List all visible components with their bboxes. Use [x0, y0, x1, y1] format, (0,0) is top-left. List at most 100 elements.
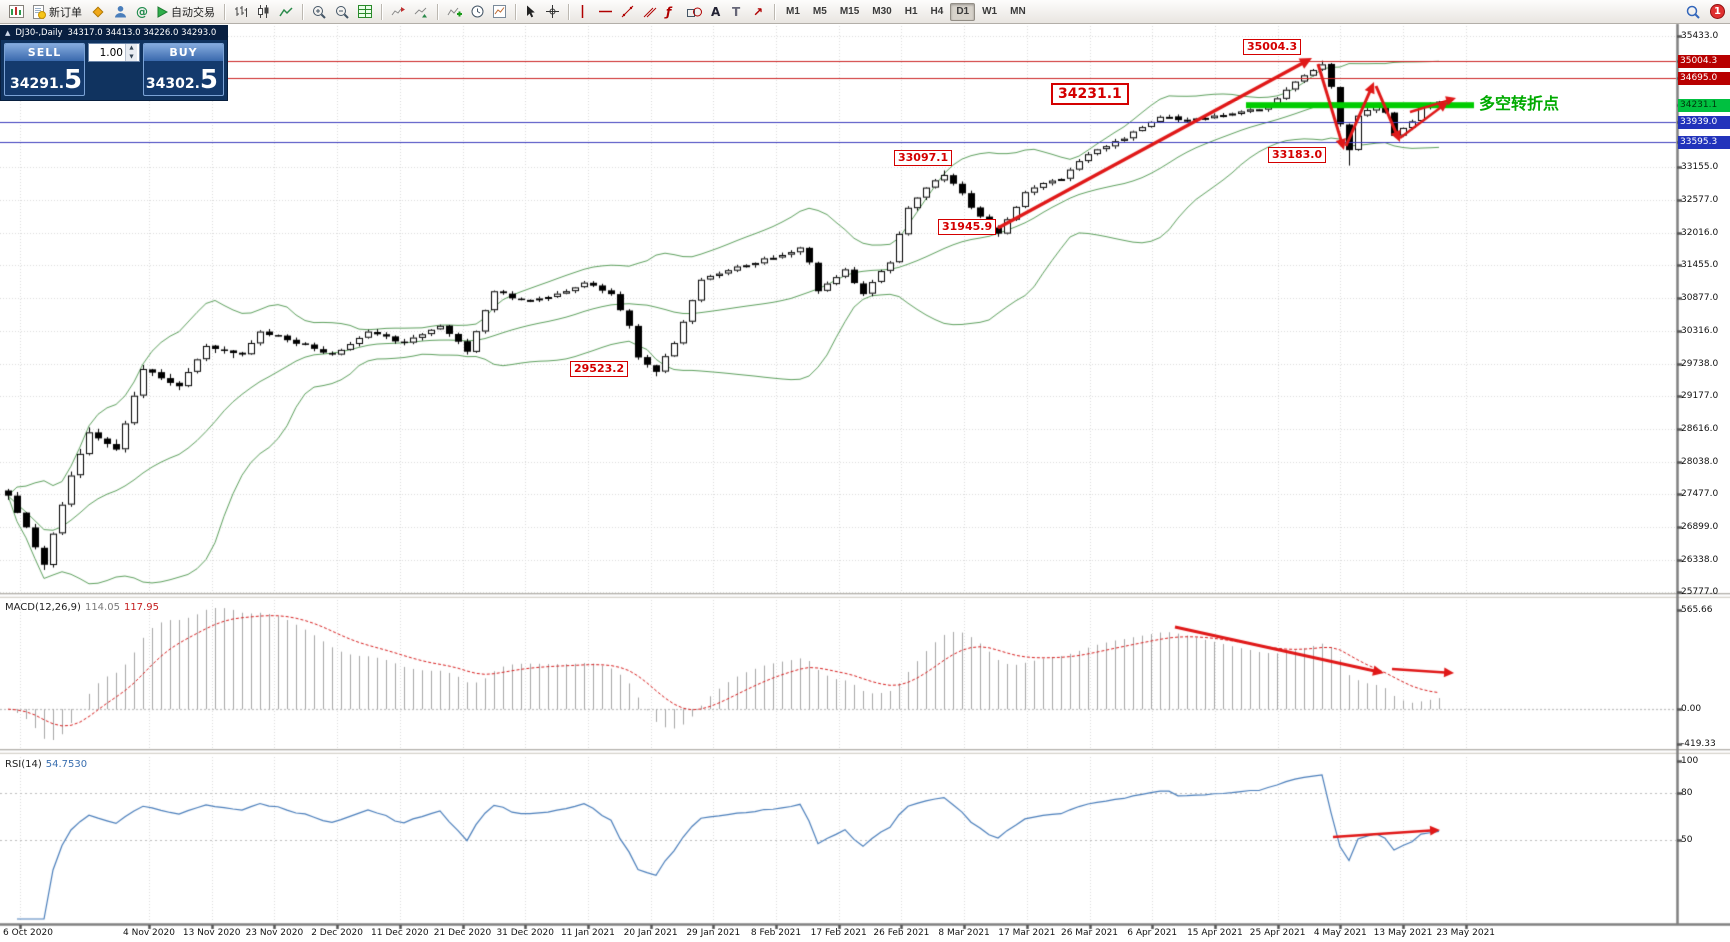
- price-axis-label: 33595.3: [1678, 135, 1730, 149]
- timeframe-toolbar: M1 M5 M15 M30 H1 H4 D1 W1 MN: [780, 2, 1032, 21]
- timeframe-button-m30[interactable]: M30: [866, 3, 897, 21]
- ohlc-readout: 34317.0 34413.0 34226.0 34293.0: [67, 28, 217, 38]
- time-axis-label: 26 Mar 2021: [1060, 928, 1119, 938]
- time-axis-label: 6 Oct 2020: [3, 928, 53, 938]
- buy-price: 34302. 5: [145, 65, 218, 95]
- lot-size-field[interactable]: ▲ ▼: [88, 43, 140, 62]
- text-button[interactable]: A: [711, 4, 721, 19]
- buy-button[interactable]: BUY 34302. 5: [143, 43, 224, 96]
- symbol-period-readout: DJ30-,Daily: [15, 28, 63, 38]
- price-axis-label: 28038.0: [1681, 456, 1719, 467]
- toolbar-separator: [437, 3, 438, 20]
- macd-main-value: 114.05: [84, 602, 120, 613]
- notification-badge[interactable]: 1: [1710, 4, 1725, 19]
- price-tag[interactable]: 34231.1: [1051, 83, 1129, 105]
- tile-windows-button[interactable]: [354, 2, 376, 22]
- vertical-line-button[interactable]: [574, 2, 594, 22]
- time-axis-label: 4 Nov 2020: [123, 928, 175, 938]
- channel-button[interactable]: [639, 2, 661, 22]
- zoom-out-button[interactable]: [331, 2, 353, 22]
- timeframe-button-m15[interactable]: M15: [834, 3, 865, 21]
- chart-title-bar[interactable]: ▲ DJ30-,Daily 34317.0 34413.0 34226.0 34…: [1, 26, 227, 40]
- price-tag[interactable]: 33183.0: [1268, 147, 1327, 163]
- auto-scroll-button[interactable]: [410, 2, 432, 22]
- time-axis-label: 4 May 2021: [1313, 928, 1367, 938]
- crosshair-button[interactable]: [542, 2, 563, 22]
- time-axis-label: 23 Nov 2020: [245, 928, 304, 938]
- price-axis-label: 28616.0: [1681, 423, 1719, 434]
- price-axis-label: 0.00: [1681, 704, 1702, 715]
- price-axis-label: -419.33: [1681, 739, 1716, 749]
- mql-diamond-icon[interactable]: [87, 2, 109, 22]
- chart-window-icon[interactable]: [5, 2, 28, 22]
- search-icon[interactable]: [1682, 2, 1704, 22]
- timeframe-button-mn[interactable]: MN: [1004, 3, 1032, 21]
- timeframe-button-m1[interactable]: M1: [780, 3, 806, 21]
- one-click-trading-panel: ▲ DJ30-,Daily 34317.0 34413.0 34226.0 34…: [0, 25, 228, 101]
- macd-signal-value: 117.95: [123, 602, 159, 613]
- new-order-label: 新订单: [49, 6, 82, 19]
- profile-icon[interactable]: [110, 2, 131, 22]
- time-axis-label: 23 May 2021: [1436, 928, 1496, 938]
- time-axis[interactable]: 6 Oct 2020 4 Nov 2020 13 Nov 2020 23 Nov 20…: [0, 926, 1730, 942]
- time-axis-label: 17 Mar 2021: [998, 928, 1056, 938]
- macd-name: MACD(12,26,9): [5, 602, 81, 613]
- toolbar-separator: [302, 3, 303, 20]
- templates-button[interactable]: [489, 2, 510, 22]
- toolbar-separator: [224, 3, 225, 20]
- lot-decrease-button[interactable]: ▼: [126, 52, 137, 61]
- time-axis-label: 13 May 2021: [1373, 928, 1433, 938]
- auto-trading-label: 自动交易: [171, 6, 215, 19]
- shapes-button[interactable]: [683, 2, 706, 22]
- fibonacci-button[interactable]: ƒ: [666, 4, 672, 19]
- price-axis[interactable]: 35433.0 33155.0 32577.0 32016.0 31455.0 30877…: [1678, 24, 1730, 925]
- time-axis-label: 17 Feb 2021: [810, 928, 867, 938]
- text-label-button[interactable]: T: [732, 4, 741, 19]
- lot-increase-button[interactable]: ▲: [126, 44, 137, 53]
- zoom-in-button[interactable]: [308, 2, 330, 22]
- price-axis-label: 27477.0: [1681, 489, 1719, 500]
- price-axis-label: 35004.3: [1678, 54, 1730, 68]
- timeframe-button-h1[interactable]: H1: [899, 3, 924, 21]
- timeframe-button-m5[interactable]: M5: [807, 3, 833, 21]
- toolbar-separator: [381, 3, 382, 20]
- cursor-button[interactable]: [521, 2, 541, 22]
- sell-button[interactable]: SELL 34291. 5: [4, 43, 85, 96]
- sell-price: 34291. 5: [10, 65, 83, 95]
- line-chart-button[interactable]: [275, 2, 297, 22]
- price-axis-label: 100: [1681, 756, 1699, 766]
- price-axis-label: 34695.0: [1678, 72, 1730, 86]
- toolbar-separator: [568, 3, 569, 20]
- lot-size-input[interactable]: [89, 46, 125, 59]
- pivot-note-text[interactable]: 多空转折点: [1479, 94, 1560, 113]
- indicators-button[interactable]: [443, 2, 466, 22]
- periods-button[interactable]: [467, 2, 488, 22]
- community-icon[interactable]: @: [136, 4, 148, 19]
- bar-chart-button[interactable]: [230, 2, 252, 22]
- collapse-arrow-icon[interactable]: ▲: [5, 29, 11, 37]
- arrows-tool-button[interactable]: ↗: [753, 4, 764, 19]
- new-order-button[interactable]: 新订单: [29, 2, 86, 22]
- chart-shift-button[interactable]: [387, 2, 409, 22]
- timeframe-button-h4[interactable]: H4: [925, 3, 950, 21]
- price-tag[interactable]: 35004.3: [1243, 39, 1302, 55]
- price-tag[interactable]: 31945.9: [938, 219, 997, 235]
- price-tag[interactable]: 29523.2: [570, 361, 629, 377]
- toolbar-separator: [774, 3, 775, 20]
- auto-trading-button[interactable]: 自动交易: [153, 2, 219, 22]
- trendline-button[interactable]: [617, 2, 638, 22]
- timeframe-button-d1[interactable]: D1: [950, 2, 976, 21]
- price-axis-label: 565.66: [1681, 605, 1713, 615]
- horizontal-line-button[interactable]: [595, 2, 616, 22]
- time-axis-label: 6 Apr 2021: [1127, 928, 1178, 938]
- candlestick-chart-button[interactable]: [253, 2, 274, 22]
- price-tag[interactable]: 33097.1: [894, 150, 953, 166]
- time-axis-label: 29 Jan 2021: [686, 928, 741, 938]
- price-axis-label: 33939.0: [1678, 116, 1730, 130]
- time-axis-label: 21 Dec 2020: [433, 928, 492, 938]
- price-axis-label: 30877.0: [1681, 293, 1719, 304]
- timeframe-button-w1[interactable]: W1: [976, 3, 1003, 21]
- time-axis-label: 8 Mar 2021: [938, 928, 990, 938]
- time-axis-label: 31 Dec 2020: [496, 928, 554, 938]
